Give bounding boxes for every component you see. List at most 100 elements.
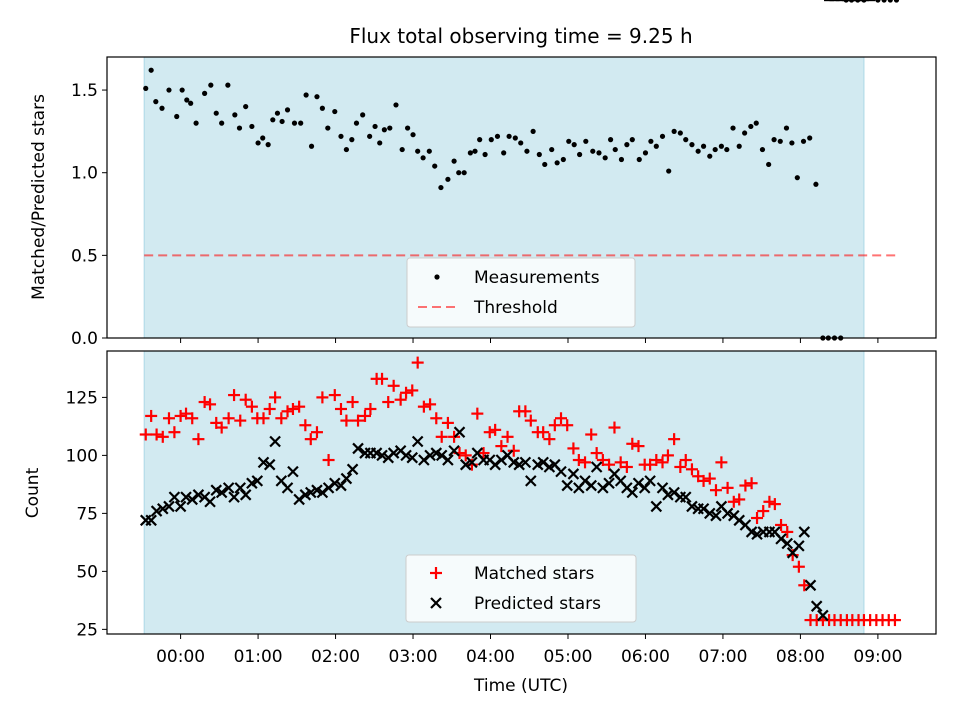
measurement-point <box>624 142 630 148</box>
matched-star-point <box>215 421 228 434</box>
predicted-star-point <box>781 537 794 550</box>
matched-star-point <box>411 356 424 369</box>
measurement-point <box>456 170 462 176</box>
matched-star-point <box>650 454 663 467</box>
predicted-star-point <box>495 454 508 466</box>
measurement-point <box>265 142 271 148</box>
measurement-point <box>530 128 536 134</box>
legend-measurements-label: Measurements <box>474 268 600 288</box>
matched-star-point <box>656 456 669 469</box>
predicted-star-point <box>603 477 615 489</box>
top-y-tick-label: 1.5 <box>71 81 98 101</box>
predicted-star-point <box>662 489 674 501</box>
matched-star-point <box>304 433 317 446</box>
bottom-y-tick-label: 125 <box>66 388 98 408</box>
measurement-point <box>410 132 416 138</box>
measurement-point <box>270 117 276 123</box>
measurement-point <box>875 0 881 3</box>
predicted-star-point <box>352 442 364 455</box>
measurement-point <box>800 138 807 144</box>
predicted-star-point <box>316 486 329 499</box>
x-tick-label: 02:00 <box>311 647 360 667</box>
predicted-star-point <box>251 475 264 487</box>
predicted-star-point <box>626 486 639 499</box>
predicted-star-point <box>186 493 199 506</box>
measurement-point <box>554 160 560 166</box>
matched-star-point <box>733 493 746 506</box>
matched-star-point <box>763 495 776 508</box>
matched-star-point <box>572 454 585 467</box>
measurement-point <box>219 120 225 126</box>
matched-star-point <box>245 400 258 413</box>
measurement-point <box>387 125 393 131</box>
matched-star-point <box>751 512 764 525</box>
matched-star-point <box>608 421 621 434</box>
matched-star-point <box>603 458 616 471</box>
top-panel: 0.0 0.5 1.0 1.5 <box>71 0 937 349</box>
matched-star-point <box>162 412 175 425</box>
matched-star-point <box>483 426 496 439</box>
measurement-point <box>794 175 800 181</box>
predicted-star-point <box>204 496 216 508</box>
measurement-point <box>393 102 399 108</box>
top-plot-frame <box>106 56 937 339</box>
predicted-star-point <box>376 449 388 462</box>
predicted-star-point <box>150 505 163 517</box>
matched-star-point <box>798 579 811 592</box>
matched-star-point <box>234 414 247 427</box>
matched-star-point <box>376 372 389 385</box>
matched-star-point <box>228 389 241 402</box>
matched-star-point <box>459 449 472 462</box>
matched-star-point <box>275 412 288 425</box>
predicted-star-point <box>215 486 228 499</box>
measurement-point <box>571 142 577 148</box>
measurement-point <box>482 151 488 158</box>
matched-star-point <box>507 444 520 457</box>
measurement-point <box>677 130 683 136</box>
measurement-point <box>718 143 724 149</box>
measurement-point <box>255 140 261 146</box>
measurement-point <box>420 155 426 161</box>
predicted-star-point <box>579 475 591 487</box>
matched-star-point <box>709 484 722 497</box>
measurement-point <box>303 92 309 98</box>
predicted-star-point <box>257 456 270 469</box>
predicted-star-point <box>567 468 580 480</box>
matched-star-point <box>471 407 484 420</box>
predicted-star-point <box>537 456 549 469</box>
measurement-point <box>671 128 677 134</box>
matched-star-point <box>263 402 276 415</box>
measurement-point <box>736 143 742 149</box>
measurement-point <box>524 148 530 154</box>
measurement-point <box>438 184 444 191</box>
chart-title: Flux total observing time = 9.25 h <box>349 24 692 48</box>
measurement-point <box>636 156 642 163</box>
matched-star-point <box>310 426 323 439</box>
matched-star-point <box>239 393 252 406</box>
bottom-legend-box <box>405 554 637 623</box>
matched-star-point <box>186 412 199 425</box>
measurement-point <box>618 156 625 163</box>
measurement-point <box>612 146 618 153</box>
matched-star-point <box>174 409 187 422</box>
predicted-star-point <box>793 540 805 552</box>
measurement-point <box>143 85 149 92</box>
legend-measurements-marker <box>434 274 440 280</box>
matched-star-point <box>632 440 645 453</box>
matched-star-point <box>626 437 639 450</box>
measurement-point <box>372 123 378 130</box>
x-tick-label: 05:00 <box>543 647 592 667</box>
measurement-point <box>225 82 231 88</box>
matched-star-point <box>519 405 532 418</box>
predicted-star-point <box>346 463 359 476</box>
measurement-point <box>325 125 331 131</box>
predicted-star-point <box>180 491 192 503</box>
measurement-point <box>730 125 736 131</box>
matched-star-point <box>579 456 592 469</box>
measurement-point <box>695 148 701 154</box>
x-tick-label: 04:00 <box>466 647 515 667</box>
predicted-star-point <box>751 528 763 541</box>
predicted-star-point <box>168 491 181 503</box>
measurement-point <box>319 105 325 111</box>
